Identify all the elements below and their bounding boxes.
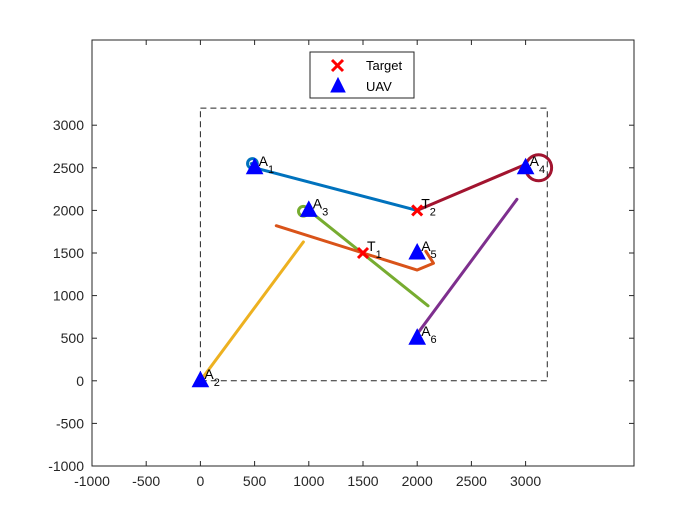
y-tick-label: 2000 <box>53 202 84 218</box>
legend-box <box>309 51 415 99</box>
uav-marker-4 <box>516 157 535 175</box>
uav-label-4: A4 <box>530 153 545 176</box>
uav-marker-5 <box>408 242 427 260</box>
point-labels: A1 A2 A3 A4 A5 A6 T1 T2 <box>204 153 545 389</box>
y-tick-label: 3000 <box>53 117 84 133</box>
y-tick-label: 1500 <box>53 245 84 261</box>
uav-label-3: A3 <box>313 195 328 218</box>
path-a6 <box>415 197 519 336</box>
path-a3 <box>307 208 430 308</box>
x-tick-label: 500 <box>243 473 267 489</box>
y-tick-label: 1000 <box>53 288 84 304</box>
target-label-1: T1 <box>367 238 382 261</box>
legend-target-label: Target <box>366 58 403 73</box>
uav-label-1: A1 <box>259 153 274 176</box>
boundary-rect <box>199 107 548 382</box>
path-a5 <box>274 224 435 272</box>
y-tick-label: -1000 <box>48 458 84 474</box>
path-a4 <box>415 162 528 212</box>
x-tick-label: 2500 <box>456 473 487 489</box>
legend-uav-marker <box>330 76 346 93</box>
boundary <box>199 107 548 382</box>
target-label-2: T2 <box>421 195 436 218</box>
x-tick-label: 0 <box>197 473 205 489</box>
uav-label-6: A6 <box>421 323 436 346</box>
uav-marker-6 <box>408 328 427 345</box>
legend-target-marker <box>330 58 345 73</box>
x-tick-label: 3000 <box>510 473 541 489</box>
uav-label-5: A5 <box>421 238 436 261</box>
y-tick-label: 500 <box>61 330 85 346</box>
y-tick-label: -500 <box>56 415 84 431</box>
uav-marker-1 <box>245 157 264 175</box>
uav-label-2: A2 <box>204 366 219 389</box>
markers <box>191 157 535 388</box>
path-a2 <box>198 240 305 383</box>
legend-uav-label: UAV <box>366 79 392 94</box>
legend: Target UAV <box>309 51 415 99</box>
axes: -1000 -500 0 500 1000 1500 2000 2500 3000 -1000 -5… <box>48 40 634 489</box>
x-tick-label: 1000 <box>293 473 324 489</box>
x-tick-label: 1500 <box>347 473 378 489</box>
x-tick-label: -500 <box>132 473 160 489</box>
target-marker-2 <box>411 204 424 217</box>
uav-marker-2 <box>191 370 210 388</box>
y-tick-label: 2500 <box>53 160 84 176</box>
x-tick-label: -1000 <box>74 473 110 489</box>
uav-marker-3 <box>299 200 318 217</box>
target-marker-1 <box>356 246 370 260</box>
x-tick-label: 2000 <box>402 473 433 489</box>
y-tick-label: 0 <box>76 373 84 389</box>
